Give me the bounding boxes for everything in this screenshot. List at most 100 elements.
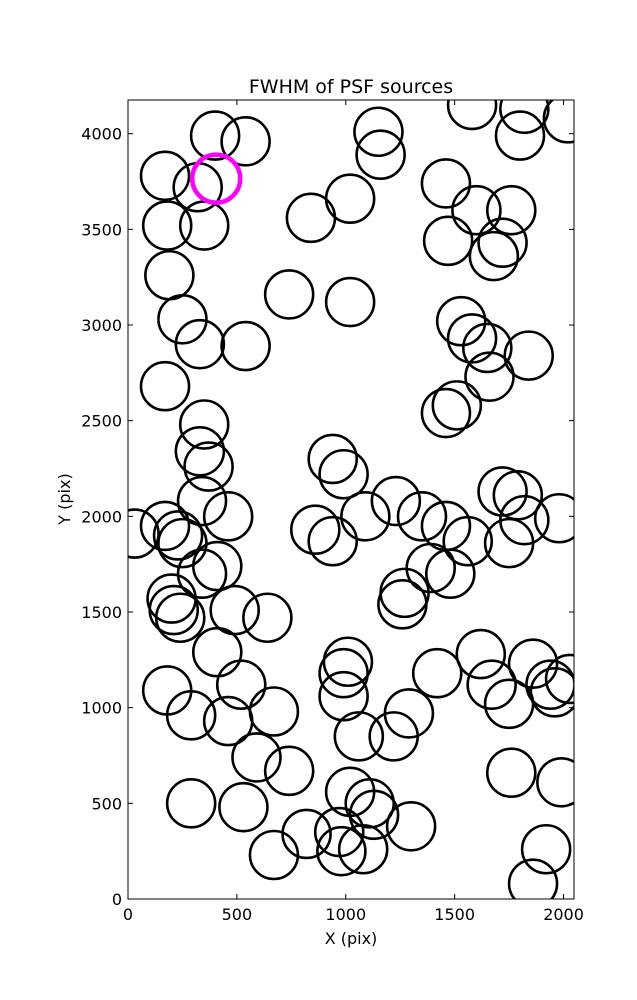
source-marker [431,380,483,431]
source-marker [446,100,498,131]
source-marker [324,276,376,328]
source-marker [189,110,241,161]
source-marker [281,808,332,860]
source-marker [191,540,243,592]
marker-layer [128,100,574,899]
source-marker [451,184,502,236]
source-marker [220,116,271,167]
source-marker [202,491,254,542]
highlighted-source-marker [189,152,243,205]
source-marker [499,100,550,135]
source-marker [191,626,243,678]
source-marker [333,711,385,762]
source-marker [322,636,374,688]
source-marker [128,508,160,559]
source-marker [165,778,217,829]
source-marker [544,653,574,705]
source-marker [542,100,574,144]
source-marker [139,500,191,552]
source-marker [157,517,208,569]
source-marker [353,106,404,158]
source-marker [220,320,271,372]
source-marker [446,313,498,364]
y-tick-label: 3000 [81,316,122,335]
source-marker [396,491,448,542]
x-tick-label: 2000 [543,905,584,924]
source-marker [218,781,269,833]
source-marker [435,295,487,347]
source-marker [176,548,228,600]
source-marker [485,747,537,799]
x-axis-label: X (pix) [325,929,378,948]
source-marker [176,475,228,527]
y-tick-label: 500 [91,794,122,813]
source-marker [263,269,315,320]
source-marker [485,184,537,236]
source-marker [242,592,293,644]
source-marker [307,433,359,485]
source-marker [529,667,574,718]
source-marker [139,150,191,202]
source-marker [157,293,208,345]
source-marker [318,647,369,699]
source-marker [422,215,474,267]
source-marker [248,686,300,737]
source-marker [462,322,513,374]
source-marker [370,475,422,527]
source-marker [231,732,282,783]
source-marker [507,638,559,689]
source-marker [420,387,472,439]
y-tick-label: 1500 [81,603,122,622]
source-marker [165,690,217,741]
x-tick-label: 0 [123,905,133,924]
source-marker [442,515,494,567]
y-tick-label: 4000 [81,125,122,144]
y-tick-label: 0 [112,890,122,909]
source-marker [289,504,341,556]
source-marker [355,129,406,181]
source-marker [152,510,204,561]
source-marker [507,858,559,899]
source-marker [285,192,337,244]
source-marker [337,823,389,875]
source-marker [520,823,572,875]
source-marker [492,469,544,521]
source-marker [377,579,428,630]
source-marker [307,515,359,567]
y-axis-label: Y (pix) [55,473,74,525]
chart-title: FWHM of PSF sources [249,76,453,98]
x-tick-label: 1000 [325,905,366,924]
source-marker [420,158,472,209]
source-marker [141,200,193,251]
source-marker [455,628,507,680]
x-tick-label: 500 [222,905,253,924]
source-marker [425,548,476,600]
y-tick-label: 3500 [81,220,122,239]
source-marker [183,441,234,492]
source-marker [348,789,400,841]
source-marker [494,110,546,161]
y-tick-label: 1000 [81,699,122,718]
source-marker [248,829,300,881]
source-marker [533,492,574,544]
source-marker [316,825,367,877]
source-marker [174,318,226,370]
source-marker [464,351,515,402]
source-marker [411,647,463,699]
x-tick-label: 1500 [434,905,475,924]
source-marker [385,800,437,852]
source-marker [503,330,555,381]
source-marker [148,584,200,636]
source-marker [536,756,574,808]
source-marker [477,217,528,269]
source-marker [383,688,435,739]
source-marker [215,659,267,711]
source-marker [139,360,191,412]
source-marker [483,517,535,569]
tick-layer: 0 500 1000 1500 2000 0 500 1000 1500 2000 2500 3000… [81,100,584,924]
source-marker [525,659,574,711]
source-marker [263,745,315,797]
source-marker [154,592,206,644]
